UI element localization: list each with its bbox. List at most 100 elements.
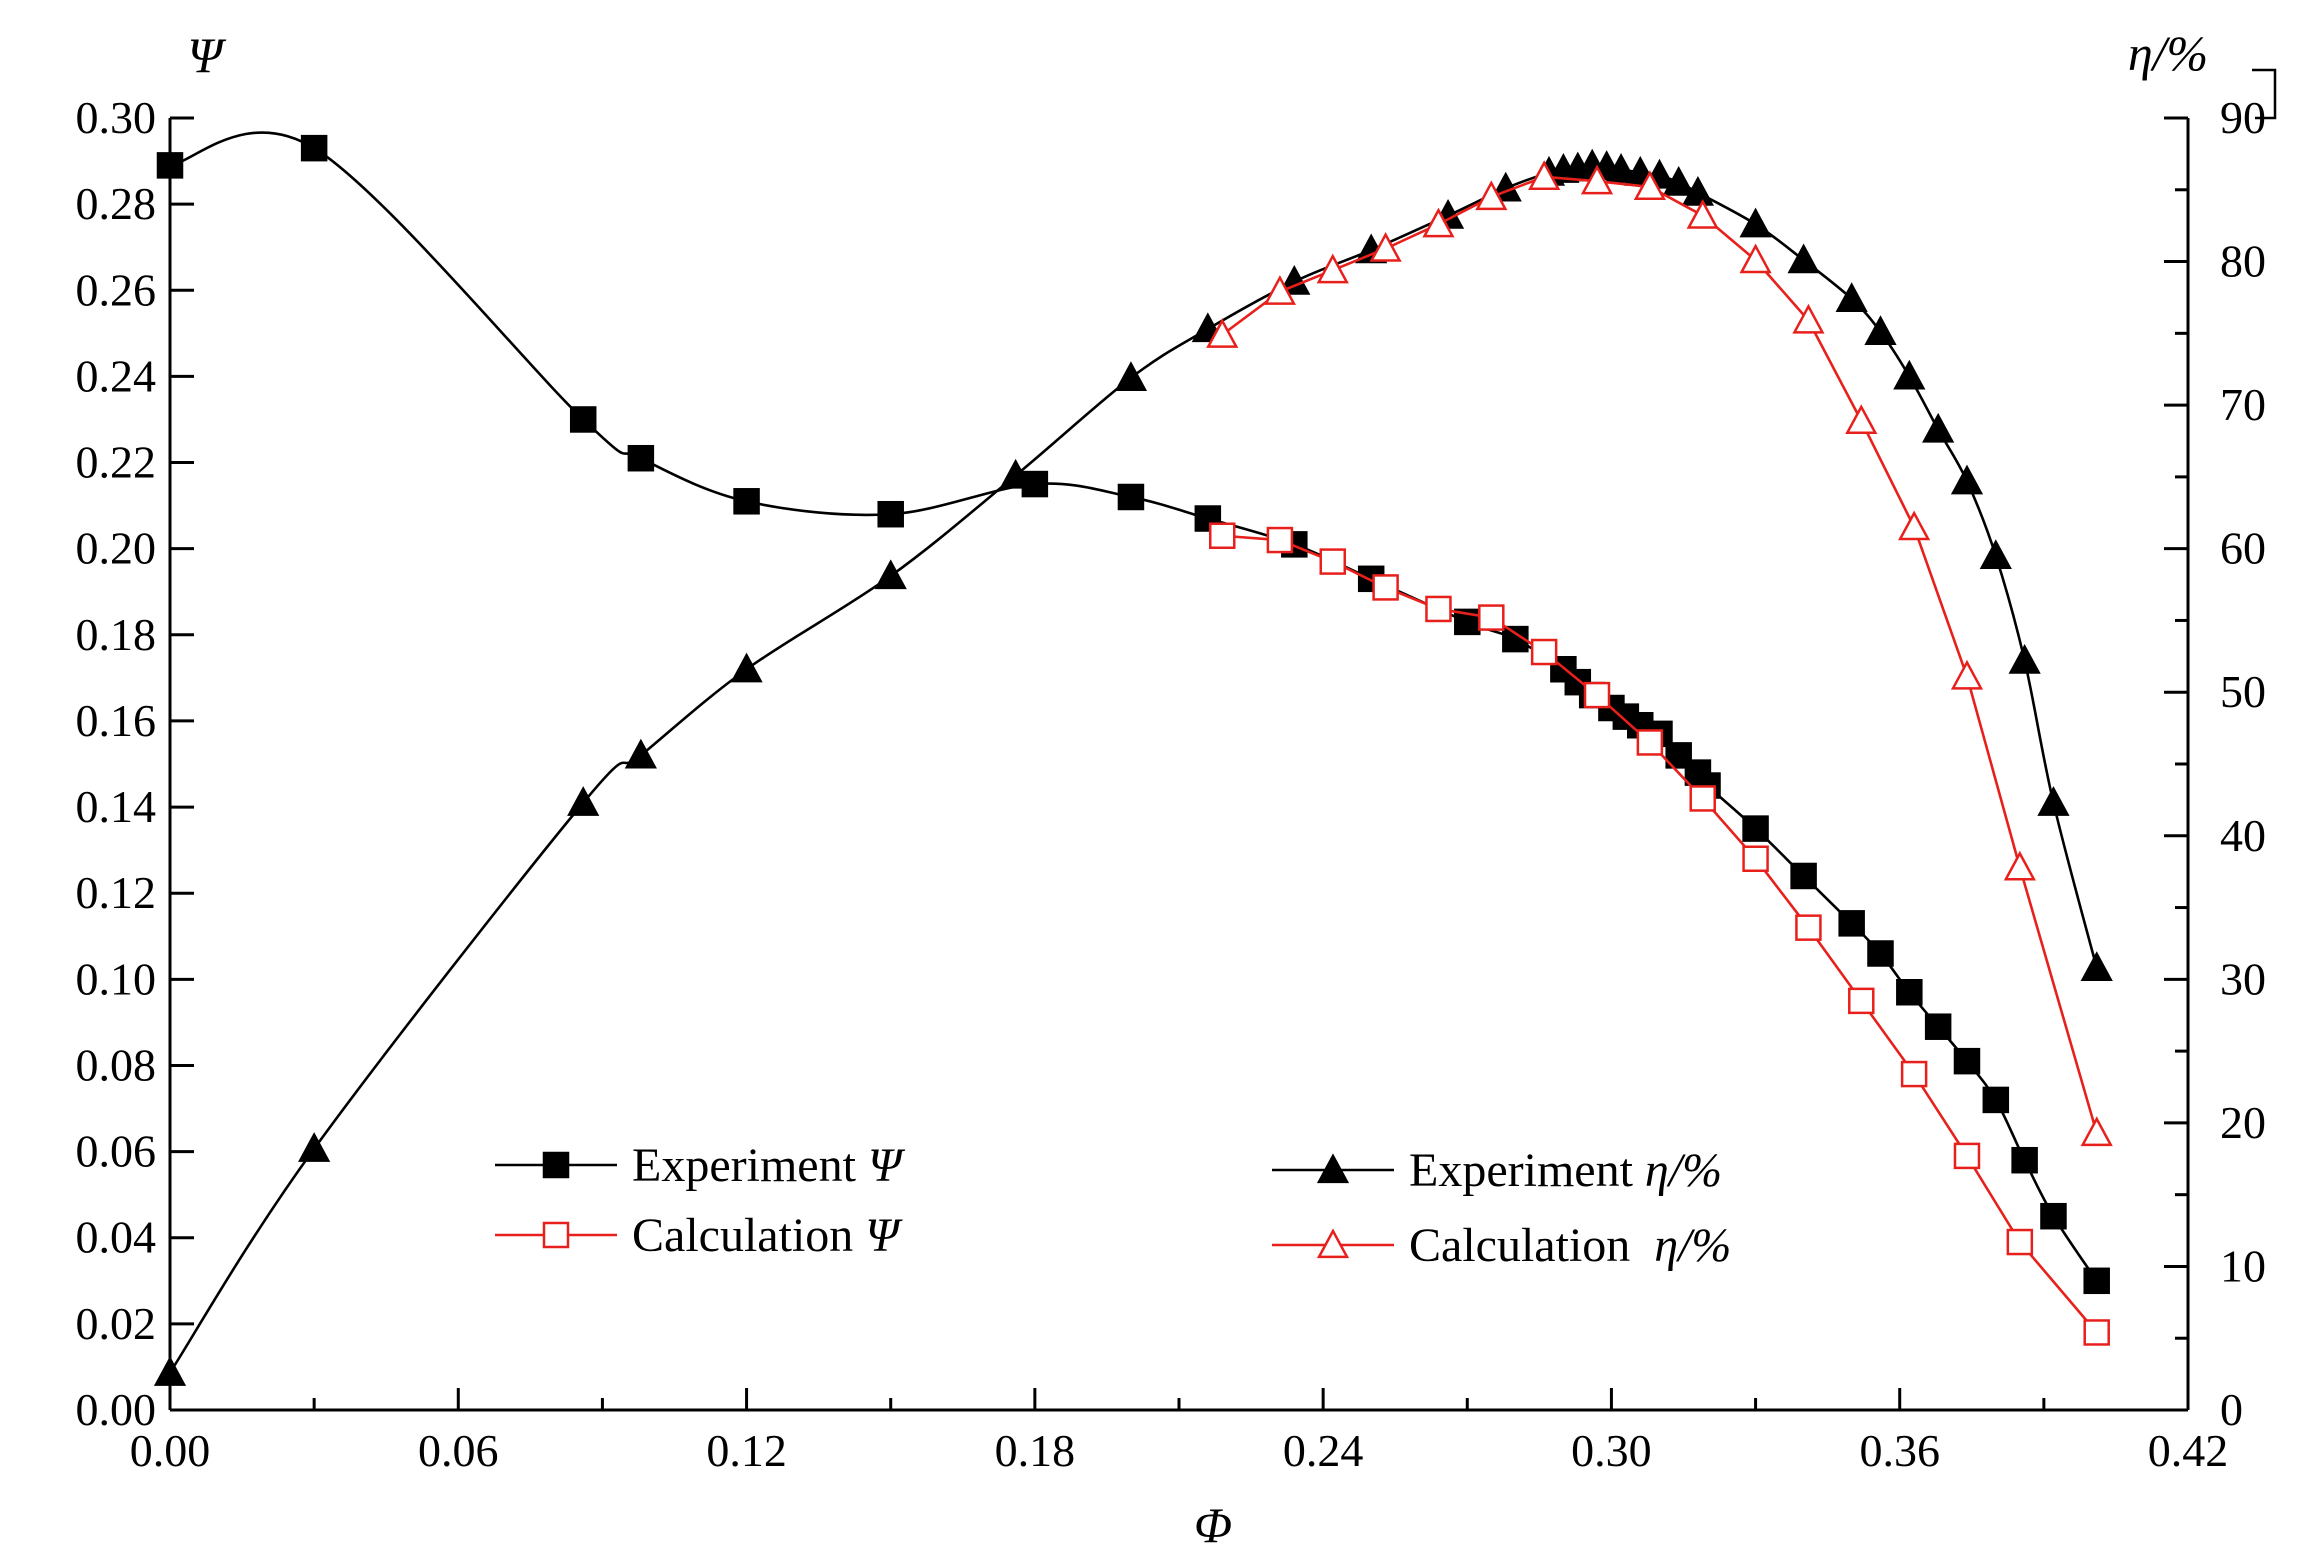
data-point	[1278, 265, 1311, 295]
legend-label: Experiment η/%	[1409, 1144, 1722, 1197]
data-point	[1316, 253, 1349, 284]
legend-label-text: Experiment	[632, 1139, 868, 1192]
data-point	[1206, 318, 1239, 348]
data-point	[1422, 207, 1455, 238]
data-point	[1580, 164, 1614, 195]
data-point	[1369, 232, 1402, 262]
data-point	[1924, 1013, 1952, 1040]
x-tick-label: 0.18	[995, 1425, 1076, 1476]
series-line	[169, 131, 2098, 1282]
data-point	[1900, 1060, 1928, 1088]
left-y-axis-title: Ψ	[187, 27, 226, 83]
legend-item: Experiment Ψ	[495, 1139, 906, 1192]
data-point	[1838, 910, 1865, 937]
legend-marker	[542, 1151, 570, 1179]
data-point	[1739, 207, 1772, 238]
series-layer	[153, 131, 2113, 1386]
data-point	[1845, 404, 1878, 435]
y-tick-label: 0.08	[76, 1039, 157, 1090]
legend-label-symbol: η/%	[1654, 1219, 1731, 1272]
data-point	[1208, 522, 1236, 549]
y2-tick-label: 10	[2220, 1240, 2266, 1291]
y-tick-label: 0.20	[76, 523, 157, 574]
x-tick-label: 0.06	[418, 1425, 499, 1476]
data-point	[1633, 170, 1666, 201]
series-calculation-	[1206, 160, 2113, 1147]
right-y-axis-bracket	[2252, 68, 2277, 120]
legend-marker	[1316, 1228, 1350, 1259]
x-tick-label: 0.24	[1283, 1425, 1364, 1476]
y-tick-label: 0.12	[76, 867, 157, 918]
data-point	[567, 786, 600, 816]
data-point	[1953, 1142, 1981, 1170]
data-point	[1686, 198, 1719, 229]
data-point	[1795, 914, 1822, 941]
y-tick-label: 0.16	[76, 695, 157, 746]
y-tick-label: 0.28	[76, 178, 157, 229]
x-tick-label: 0.42	[2148, 1425, 2229, 1476]
legend-label-text: Experiment	[1409, 1144, 1645, 1197]
y-tick-label: 0.10	[76, 953, 157, 1004]
legend-label-symbol: Ψ	[865, 1209, 903, 1262]
y-tick-label: 0.24	[76, 350, 157, 401]
y-tick-label: 0.30	[76, 92, 157, 143]
data-point	[1636, 729, 1664, 756]
legend-label: Calculation η/%	[1409, 1219, 1731, 1272]
x-axis-title: Φ	[1194, 1497, 1232, 1553]
data-point	[1425, 595, 1452, 623]
legend-item: Experiment η/%	[1272, 1144, 1722, 1197]
data-point	[1114, 361, 1148, 391]
legend-label: Experiment Ψ	[632, 1139, 906, 1192]
y2-tick-label: 0	[2220, 1384, 2243, 1435]
data-point	[1790, 862, 1817, 890]
data-point	[2083, 1319, 2110, 1346]
data-point	[1896, 979, 1923, 1006]
y-tick-label: 0.26	[76, 264, 157, 315]
data-point	[2008, 644, 2041, 674]
y-tick-label: 0.02	[76, 1298, 157, 1349]
data-point	[1893, 359, 1926, 390]
data-point	[1742, 815, 1769, 842]
legend-label: Calculation Ψ	[632, 1209, 903, 1262]
data-point	[1792, 303, 1825, 334]
data-point	[1604, 153, 1638, 183]
data-point	[2080, 951, 2113, 981]
y-tick-label: 0.00	[76, 1384, 157, 1435]
y2-tick-label: 30	[2220, 953, 2266, 1004]
data-point	[1848, 987, 1875, 1015]
data-point	[1681, 176, 1715, 206]
data-point	[2040, 1202, 2067, 1230]
data-point	[1950, 464, 1984, 495]
x-ticks: 0.00 0.06 0.12 0.18 0.24 0.30 0.36 0.42	[130, 1388, 2229, 1476]
series-experiment-	[156, 131, 2110, 1295]
legend-label-text: Calculation	[632, 1209, 865, 1262]
data-point	[999, 458, 1032, 489]
data-point	[1739, 243, 1772, 274]
y-tick-label: 0.04	[76, 1212, 157, 1263]
series-line	[168, 164, 2098, 1374]
data-point	[1475, 180, 1508, 211]
x-tick-label: 0.30	[1571, 1425, 1652, 1476]
data-point	[624, 738, 657, 769]
data-point	[1953, 1047, 1981, 1075]
data-point	[2003, 850, 2036, 881]
y2-tick-label: 40	[2220, 810, 2266, 861]
y-tick-label: 0.14	[76, 781, 157, 832]
data-point	[730, 652, 763, 683]
plot-axes	[168, 118, 2190, 1412]
data-point	[1530, 638, 1558, 666]
data-point	[156, 152, 184, 179]
y-tick-label: 0.22	[76, 437, 157, 488]
data-point	[153, 1356, 187, 1386]
data-point	[1689, 785, 1716, 812]
data-point	[300, 134, 328, 162]
x-tick-label: 0.12	[706, 1425, 787, 1476]
y2-tick-label: 20	[2220, 1097, 2266, 1148]
data-point	[1478, 604, 1505, 631]
data-point	[1528, 160, 1561, 191]
data-point	[1982, 1086, 2010, 1114]
legend-label-text: Calculation	[1409, 1219, 1654, 1272]
legend-label-symbol: η/%	[1645, 1144, 1722, 1197]
